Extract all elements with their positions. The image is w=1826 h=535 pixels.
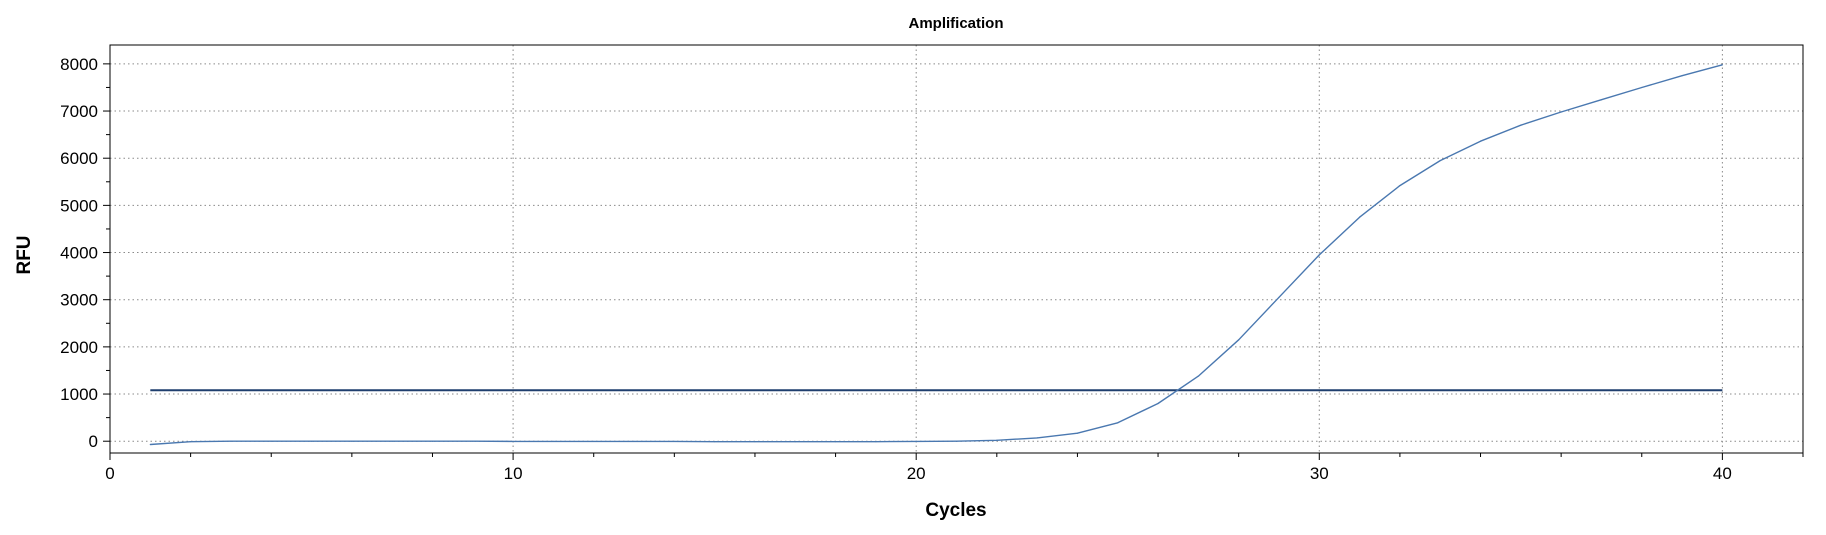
data-point [673, 440, 675, 443]
data-point [310, 440, 313, 442]
data-point [794, 441, 796, 443]
data-point [1600, 99, 1603, 101]
data-point [1117, 422, 1119, 424]
plot-data [149, 64, 1723, 446]
x-tick-label: 20 [907, 464, 926, 483]
plot-frame [109, 44, 1804, 454]
data-point [1479, 140, 1482, 142]
data-point [996, 439, 998, 441]
data-point [1721, 64, 1723, 66]
data-point [754, 441, 756, 443]
data-point [1076, 432, 1079, 434]
data-point [351, 440, 353, 442]
data-point [593, 440, 595, 443]
data-point [1358, 216, 1361, 218]
data-point [1036, 437, 1038, 439]
data-point [1681, 75, 1683, 77]
y-axis-label: RFU [14, 235, 35, 274]
chart-title: Amplification [908, 15, 1003, 32]
data-point [834, 441, 837, 443]
axes: 0 10 20 30 40 0 1000 2000 3000 4000 5000 6000 7000 80… [60, 44, 1804, 483]
y-tick-label: 8000 [60, 55, 98, 74]
x-tick-label: 30 [1310, 464, 1329, 483]
data-point [149, 443, 151, 446]
data-point [955, 440, 958, 442]
data-point [552, 440, 555, 443]
data-point [1157, 402, 1159, 405]
data-point [190, 441, 192, 443]
x-tick-label: 10 [504, 464, 523, 483]
y-tick-label: 6000 [60, 149, 98, 168]
y-tick-label: 4000 [60, 244, 98, 263]
x-tick-label: 40 [1713, 464, 1732, 483]
data-point [1520, 124, 1522, 126]
data-point [1318, 254, 1320, 256]
data-point [633, 440, 635, 443]
data-point [1278, 296, 1280, 298]
y-tick-label: 3000 [60, 291, 98, 310]
data-point [230, 440, 232, 442]
data-point [714, 441, 716, 443]
x-tick-label: 0 [105, 464, 114, 483]
data-point [1399, 184, 1401, 187]
data-point [270, 440, 272, 442]
data-point [1439, 159, 1441, 162]
data-point [431, 440, 434, 442]
data-point [1560, 111, 1562, 113]
data-point [915, 440, 917, 443]
data-point [1641, 86, 1643, 89]
data-point [472, 440, 474, 442]
x-axis-label: Cycles [925, 500, 986, 521]
y-tick-label: 2000 [60, 338, 98, 357]
data-point [1197, 375, 1199, 377]
data-point [875, 441, 877, 443]
y-tick-label: 7000 [60, 102, 98, 121]
data-point [391, 440, 393, 442]
y-tick-label: 5000 [60, 196, 98, 215]
data-point [1238, 339, 1240, 341]
data-point [512, 440, 514, 443]
y-tick-label: 0 [89, 432, 98, 451]
amplification-curve [150, 64, 1723, 446]
y-tick-label: 1000 [60, 385, 98, 404]
grid-lines [110, 45, 1803, 453]
